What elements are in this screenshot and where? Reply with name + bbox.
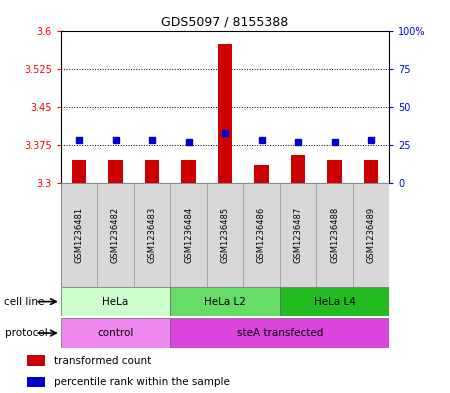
Bar [218, 44, 232, 183]
Bar [72, 160, 86, 183]
Text: HeLa: HeLa [103, 297, 129, 307]
Text: GSM1236486: GSM1236486 [257, 207, 266, 263]
Bar [108, 160, 123, 183]
Text: GSM1236484: GSM1236484 [184, 207, 193, 263]
Text: GSM1236485: GSM1236485 [220, 207, 230, 263]
Bar [243, 183, 280, 287]
Bar [327, 160, 342, 183]
Bar [61, 287, 170, 316]
Bar [280, 287, 389, 316]
Bar [61, 183, 97, 287]
Bar [27, 377, 45, 387]
Bar [27, 355, 45, 366]
Bar [170, 318, 389, 348]
Bar [291, 155, 305, 183]
Bar [97, 183, 134, 287]
Text: GSM1236488: GSM1236488 [330, 207, 339, 263]
Text: GSM1236489: GSM1236489 [366, 207, 375, 263]
Text: percentile rank within the sample: percentile rank within the sample [54, 377, 230, 387]
Text: GSM1236483: GSM1236483 [148, 207, 157, 263]
Bar [170, 287, 280, 316]
Bar [364, 160, 378, 183]
Title: GDS5097 / 8155388: GDS5097 / 8155388 [162, 16, 288, 29]
Bar [353, 183, 389, 287]
Bar [181, 160, 196, 183]
Text: GSM1236487: GSM1236487 [293, 207, 302, 263]
Bar [254, 165, 269, 183]
Text: control: control [97, 328, 134, 338]
Text: cell line: cell line [4, 297, 45, 307]
Bar [61, 318, 170, 348]
Text: GSM1236482: GSM1236482 [111, 207, 120, 263]
Bar [145, 160, 159, 183]
Text: HeLa L4: HeLa L4 [314, 297, 356, 307]
Text: GSM1236481: GSM1236481 [75, 207, 84, 263]
Bar [316, 183, 353, 287]
Text: transformed count: transformed count [54, 356, 151, 365]
Bar [134, 183, 170, 287]
Text: steA transfected: steA transfected [237, 328, 323, 338]
Text: HeLa L2: HeLa L2 [204, 297, 246, 307]
Text: protocol: protocol [4, 328, 47, 338]
Bar [280, 183, 316, 287]
Bar [170, 183, 207, 287]
Bar [207, 183, 243, 287]
